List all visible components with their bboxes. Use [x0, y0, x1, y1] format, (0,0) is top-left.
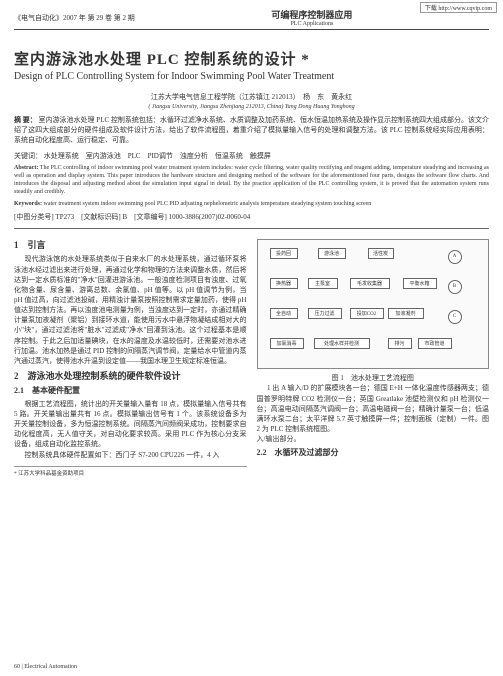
- source-url: 下载 http://www.cqvip.com: [420, 2, 497, 13]
- abstract-en-label: Abstract:: [14, 165, 38, 171]
- figure-1-caption: 图 1 池水处理工艺流程图: [257, 373, 490, 383]
- authors-cn: 江苏大学电气信息工程学院（江苏镇江 212013） 杨 东 黄永红: [14, 92, 489, 102]
- title-en: Design of PLC Controlling System for Ind…: [14, 71, 489, 82]
- io-label: 入/输出部分。: [257, 434, 490, 444]
- diagram-node: C: [448, 310, 462, 324]
- heading-1: 1 引言: [14, 238, 247, 251]
- paragraph-right-1: 1 出 A 输入/D 的扩展模块各一台；德国 E+H 一体化温度传感器两支；德国…: [257, 383, 490, 434]
- figure-1-diagram: 投药回 游泳池 活性炭换热器主泵室 毛发收集器 平衡水箱压力过滤投加CO2 全自动 加液凝剂…: [257, 239, 490, 369]
- header-bar: 《电气自动化》2007 年 第 29 卷 第 2 期 可编程序控制器应用 PLC…: [14, 8, 489, 30]
- right-column: 投药回 游泳池 活性炭换热器主泵室 毛发收集器 平衡水箱压力过滤投加CO2 全自动 加液凝剂…: [257, 235, 490, 476]
- page-footer: 60 | Electrical Automation: [14, 664, 77, 670]
- left-column: 1 引言 现代游泳馆的水处理系统类似于自来水厂的水处理系统，通过循环泵将泳池水经…: [14, 235, 247, 476]
- heading-2: 2 游泳池水处理控制系统的硬件软件设计: [14, 369, 247, 382]
- body-columns: 1 引言 现代游泳馆的水处理系统类似于自来水厂的水处理系统，通过循环泵将泳池水经…: [14, 235, 489, 476]
- authors-en: ( Jiangsu University, Jiangsu Zhenjiang …: [14, 104, 489, 110]
- heading-2-2: 2.2 水循环及过滤部分: [257, 447, 490, 458]
- title-cn: 室内游泳池水处理 PLC 控制系统的设计 *: [14, 48, 489, 69]
- abstract-cn-text: 室内游泳池水处理 PLC 控制系统包括：水循环过滤净水系统、水质调整及加药系统、…: [14, 116, 489, 144]
- diagram-box: 投加CO2: [350, 308, 384, 319]
- diagram-box: 换热器: [270, 278, 298, 289]
- abstract-en-text: The PLC controlling of indoor swimming p…: [14, 165, 489, 194]
- keywords-en-label: Keywords:: [14, 201, 42, 207]
- diagram-box: 毛发收集器: [350, 278, 390, 289]
- diagram-box: 投药回: [270, 248, 298, 259]
- diagram-box: 全自动: [270, 308, 298, 319]
- diagram-box: 活性炭: [368, 248, 394, 259]
- diagram-box: 压力过滤: [308, 308, 342, 319]
- keywords-cn-text: 水处理系统 室内游泳池 PLC PID调节 浊度分析 恒温系统 触摸屏: [44, 152, 271, 160]
- paragraph-2: 根据工艺流程图，统计出的开关量输入量有 18 点，模拟量输入信号共有 5 路。开…: [14, 399, 247, 450]
- heading-2-1: 2.1 基本硬件配置: [14, 385, 247, 396]
- keywords-en: Keywords: water treatment system indoor …: [14, 201, 489, 209]
- abstract-cn-label: 摘 要：: [14, 116, 37, 124]
- diagram-box: 处理水样并检测: [314, 338, 370, 349]
- paragraph-1: 现代游泳馆的水处理系统类似于自来水厂的水处理系统，通过循环泵将泳池水经过滤出来进…: [14, 254, 247, 366]
- diagram-box: 加氯消毒: [270, 338, 304, 349]
- paragraph-3: 控制系统具体硬件配置如下：西门子 S7-200 CPU226 一件，4 入: [14, 450, 247, 460]
- footnote: * 江苏大学科品基金资助项目: [14, 466, 247, 477]
- diagram-box: 游泳池: [318, 248, 346, 259]
- title-block: 室内游泳池水处理 PLC 控制系统的设计 * Design of PLC Con…: [14, 48, 489, 82]
- classification-line: [中图分类号] TP273 [文献标识码] B [文章编号] 1000-3886…: [14, 212, 489, 222]
- abstract-en: Abstract: The PLC controlling of indoor …: [14, 165, 489, 196]
- abstract-cn: 摘 要： 室内游泳池水处理 PLC 控制系统包括：水循环过滤净水系统、水质调整及…: [14, 116, 489, 145]
- divider: [14, 228, 489, 229]
- diagram-node: B: [448, 280, 462, 294]
- keywords-cn: 关键词： 水处理系统 室内游泳池 PLC PID调节 浊度分析 恒温系统 触摸屏: [14, 151, 489, 161]
- keywords-cn-label: 关键词：: [14, 152, 42, 160]
- diagram-box: 主泵室: [308, 278, 338, 289]
- diagram-box: 排污: [388, 338, 412, 349]
- section-title-en: PLC Applications: [135, 21, 489, 27]
- journal-info: 《电气自动化》2007 年 第 29 卷 第 2 期: [14, 13, 135, 23]
- diagram-box: 市政管道: [418, 338, 452, 349]
- diagram-node: A: [448, 250, 462, 264]
- keywords-en-text: water treatment system indoor swimming p…: [44, 201, 372, 207]
- diagram-box: 平衡水箱: [403, 278, 437, 289]
- diagram-box: 加液凝剂: [388, 308, 424, 319]
